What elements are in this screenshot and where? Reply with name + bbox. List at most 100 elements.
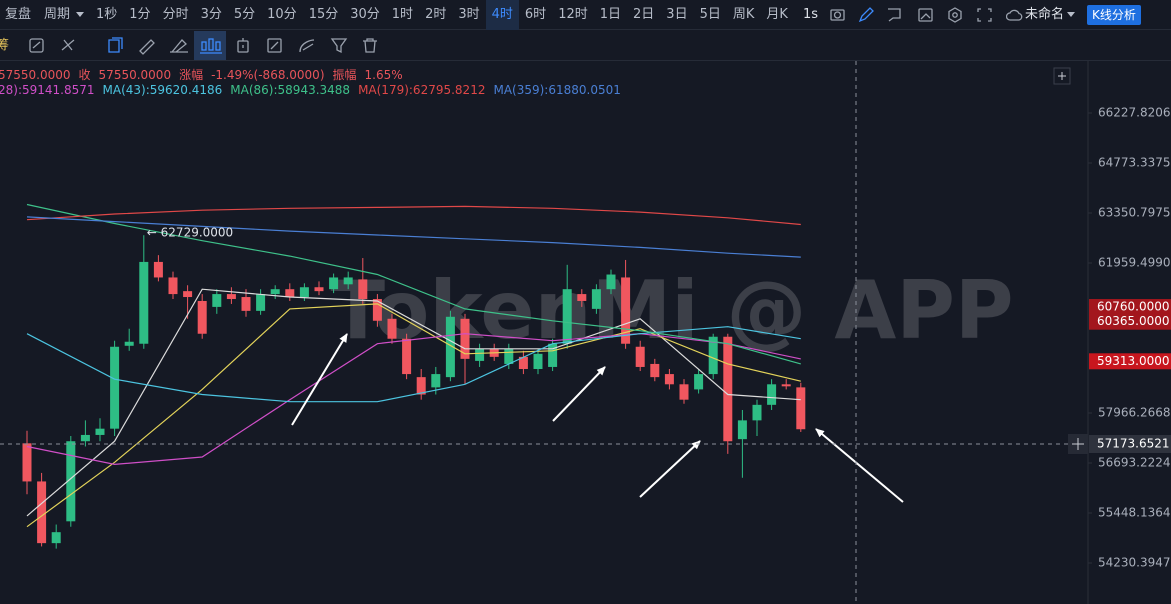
tool-icon[interactable] <box>61 39 75 51</box>
candle-body <box>694 374 704 390</box>
y-tick-label: 55448.1364 <box>1098 506 1171 520</box>
cloud-icon <box>1006 9 1023 21</box>
chip-button[interactable]: 筹 <box>0 38 10 53</box>
candle-body <box>358 279 368 300</box>
candle-body <box>285 289 295 298</box>
interval-button[interactable]: 30分 <box>350 7 380 22</box>
candle-body <box>241 297 251 311</box>
interval-button[interactable]: 3分 <box>200 7 222 22</box>
candle-body <box>299 287 309 298</box>
legend-entry: MA(179):62795.8212 <box>358 83 486 97</box>
y-tick-label: 57966.2668 <box>1098 406 1171 420</box>
interval-button[interactable]: 5日 <box>699 7 721 22</box>
candle-body <box>635 346 645 367</box>
interval-button[interactable]: 3日 <box>666 7 688 22</box>
candle-body <box>153 261 163 278</box>
candle-body <box>387 318 397 339</box>
candle-body <box>343 277 353 285</box>
interval-button[interactable]: 3时 <box>458 7 480 22</box>
speed-button[interactable]: 1s <box>803 7 819 22</box>
expand-icon[interactable] <box>1053 67 1071 85</box>
candle-body <box>737 420 747 440</box>
candle-body <box>445 316 455 378</box>
interval-button[interactable]: 10分 <box>267 7 297 22</box>
ma-line <box>26 333 801 466</box>
interval-button[interactable]: 1秒 <box>96 7 118 22</box>
candle-body <box>66 441 76 522</box>
camera-icon[interactable] <box>830 9 845 21</box>
candle-body <box>548 343 558 367</box>
tool-icon[interactable] <box>330 38 348 54</box>
candle-body <box>475 348 485 361</box>
interval-button[interactable]: 月K <box>766 7 788 22</box>
tool-icon[interactable] <box>363 38 377 53</box>
price-tag-label: 59313.0000 <box>1097 354 1170 368</box>
interval-button[interactable]: 分时 <box>162 7 189 22</box>
price-tag-label: 60760.0000 <box>1097 300 1170 314</box>
candle-body <box>664 374 674 385</box>
tool-icon[interactable] <box>108 37 123 53</box>
period-button[interactable]: 周期 <box>44 7 71 22</box>
y-tick-label: 64773.3375 <box>1098 155 1171 169</box>
interval-button[interactable]: 2日 <box>633 7 655 22</box>
analysis-button[interactable]: K线分析 <box>1087 5 1141 25</box>
legend-entry: MA(86):58943.3488 <box>230 83 351 97</box>
candle-body <box>139 261 149 344</box>
interval-button[interactable]: 12时 <box>558 7 588 22</box>
interval-button[interactable]: 1日 <box>599 7 622 22</box>
candle-body <box>796 387 806 430</box>
replay-button[interactable]: 复盘 <box>5 7 32 22</box>
tool-icon[interactable] <box>200 38 222 54</box>
candle-body <box>168 277 178 295</box>
interval-button[interactable]: 4时 <box>485 0 519 30</box>
tool-icon[interactable] <box>170 39 188 53</box>
y-tick-label: 61959.4990 <box>1098 255 1171 269</box>
settings-icon[interactable] <box>948 7 962 23</box>
ohlc-info: 57550.0000 收 57550.0000 涨幅 -1.49%(-868.0000)… <box>0 66 411 83</box>
tool-icon[interactable] <box>29 38 44 53</box>
legend-entry: MA(359):61880.0501 <box>493 83 621 97</box>
candle-body <box>767 384 777 405</box>
price-tag <box>1089 353 1171 370</box>
fullscreen-icon[interactable] <box>977 8 992 22</box>
close-value: 57550.0000 <box>98 68 172 82</box>
interval-button[interactable]: 5分 <box>233 7 256 22</box>
candle-body <box>95 428 105 435</box>
interval-button[interactable]: 周K <box>732 7 755 22</box>
tool-icon[interactable] <box>237 38 249 53</box>
candle-body <box>51 532 61 544</box>
tool-icon[interactable] <box>267 38 282 53</box>
amplitude-label: 振幅 <box>332 68 357 82</box>
price-axis-panel <box>1088 61 1171 604</box>
arrows <box>291 333 904 503</box>
ma-line <box>26 205 801 226</box>
y-tick-label: 66227.8206 <box>1098 105 1171 119</box>
candle-body <box>183 291 193 298</box>
candle-body <box>226 294 236 300</box>
candle-body <box>591 289 601 309</box>
drawing-toolbar: 筹 <box>0 30 1171 61</box>
close-label: 收 <box>78 68 91 82</box>
layout-name[interactable]: 未命名 <box>1025 7 1065 22</box>
ma-line <box>26 303 801 528</box>
pen-icon[interactable] <box>858 7 874 23</box>
y-tick-label: 63350.7975 <box>1098 205 1171 219</box>
ma-line <box>26 203 801 365</box>
interval-button[interactable]: 1时 <box>391 7 414 22</box>
interval-button[interactable]: 15分 <box>308 7 339 22</box>
candle-body <box>80 434 90 442</box>
draft-icon[interactable] <box>888 8 901 22</box>
tool-icon[interactable] <box>139 39 155 55</box>
legend-entry: MA(43):59620.4186 <box>102 83 223 97</box>
interval-button[interactable]: 1分 <box>129 7 151 22</box>
tool-icon[interactable] <box>299 39 315 53</box>
interval-button[interactable]: 2时 <box>425 7 447 22</box>
image-icon[interactable] <box>918 8 933 22</box>
interval-button[interactable]: 6时 <box>524 7 547 22</box>
y-tick-label: 54230.3947 <box>1098 556 1171 570</box>
crosshair-plus <box>1072 438 1084 451</box>
ma-line <box>26 216 801 258</box>
candle-body <box>708 336 718 375</box>
candle-body <box>650 363 660 378</box>
